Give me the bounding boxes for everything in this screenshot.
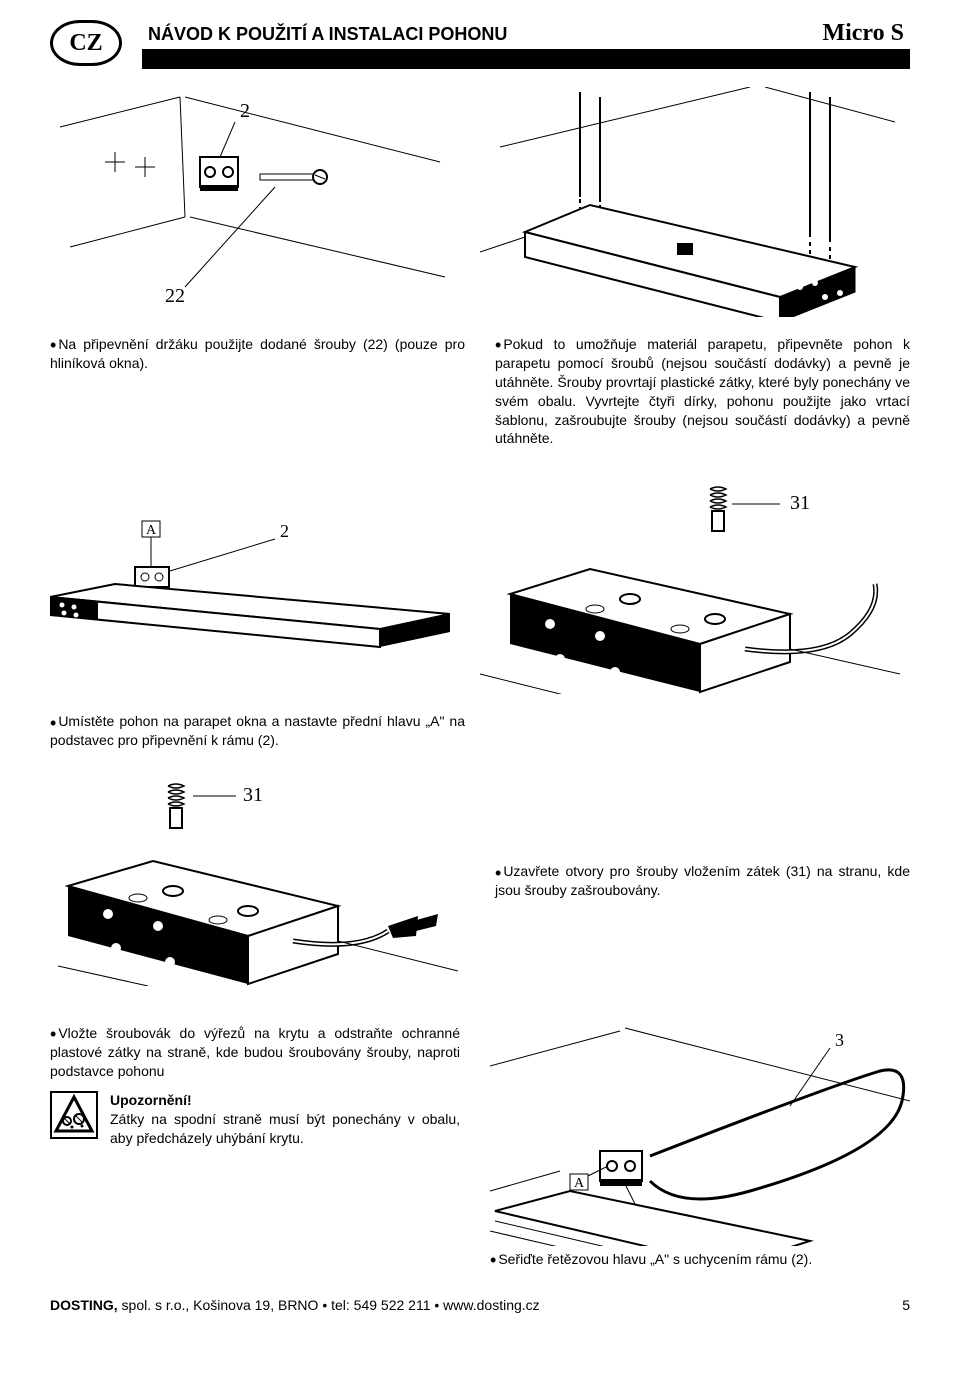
instruction-remove-plugs: •Vložte šroubovák do výřezů na krytu a o… — [50, 1024, 460, 1081]
svg-text:2: 2 — [280, 521, 289, 541]
svg-text:22: 22 — [165, 285, 185, 307]
warning-body: Zátky na spodní straně musí být ponechán… — [110, 1111, 460, 1146]
figure-bracket-22: 2 22 — [50, 87, 450, 317]
warning-heading: Upozornění! — [110, 1092, 192, 1108]
instruction-attach-sill: •Pokud to umožňuje materiál parapetu, př… — [495, 335, 910, 448]
instruction-position-head: •Umístěte pohon na parapet okna a nastav… — [50, 712, 465, 750]
figure-align-head: A 2 3 — [490, 1016, 910, 1246]
title-bar: NÁVOD K POUŽITÍ A INSTALACI POHONU Micro… — [142, 20, 910, 69]
footer-company: DOSTING, spol. s r.o., Košinova 19, BRNO… — [50, 1297, 540, 1313]
warning-block: Upozornění! Zátky na spodní straně musí … — [50, 1091, 460, 1148]
figure-position-head-a: A 2 — [50, 474, 450, 694]
svg-text:31: 31 — [790, 492, 810, 514]
figure-sill-screws — [480, 87, 900, 317]
instruction-attach-bracket: •Na připevnění držáku použijte dodané šr… — [50, 335, 465, 373]
product-name: Micro S — [822, 20, 904, 47]
figure-plug-31-right: 31 — [480, 474, 900, 694]
svg-text:3: 3 — [835, 1030, 844, 1050]
figure-plug-31-left: 31 — [50, 776, 465, 986]
page-header: CZ NÁVOD K POUŽITÍ A INSTALACI POHONU Mi… — [50, 20, 910, 69]
svg-text:A: A — [574, 1176, 585, 1191]
warning-icon — [50, 1091, 98, 1139]
header-underline — [142, 49, 910, 69]
page-number: 5 — [902, 1297, 910, 1313]
page-footer: DOSTING, spol. s r.o., Košinova 19, BRNO… — [50, 1297, 910, 1313]
svg-text:31: 31 — [243, 784, 263, 806]
instruction-align-chain-head: •Seřiďte řetězovou hlavu „A" s uchycením… — [490, 1250, 910, 1269]
instruction-close-holes: •Uzavřete otvory pro šrouby vložením zát… — [495, 862, 910, 900]
manual-title: NÁVOD K POUŽITÍ A INSTALACI POHONU — [148, 24, 507, 45]
language-badge: CZ — [50, 20, 122, 66]
svg-text:A: A — [146, 523, 157, 538]
svg-text:2: 2 — [240, 100, 250, 122]
